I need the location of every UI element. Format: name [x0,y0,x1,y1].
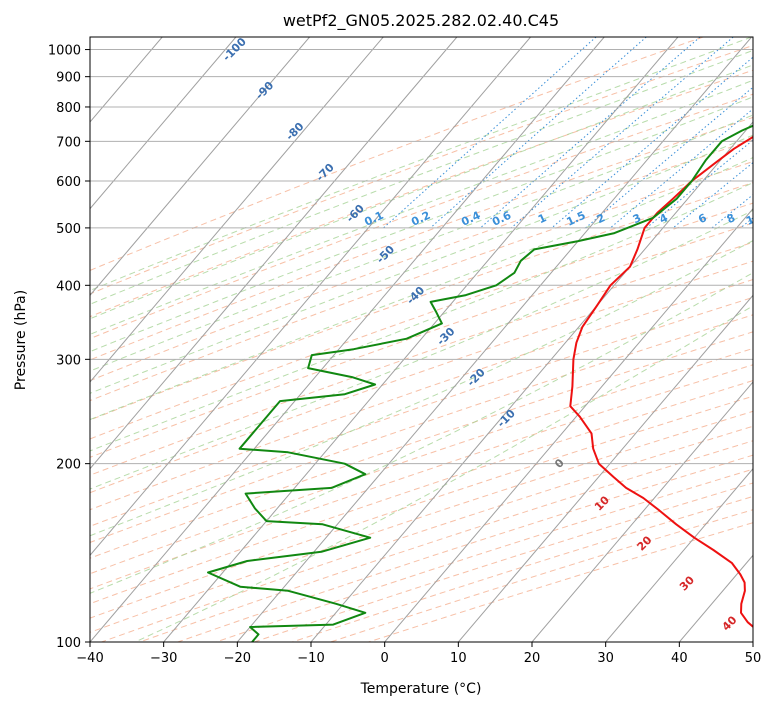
y-tick-label: 200 [56,458,81,473]
plot-frame [89,36,754,643]
x-tick-label: −20 [224,651,251,666]
y-axis-label: Pressure (hPa) [13,290,29,390]
isotherm-line [384,207,753,642]
y-tick-label: 1000 [48,44,81,59]
mixing-ratio-line [383,37,597,229]
dry-adiabat-line [90,182,753,421]
mixing-ratio-line [551,56,753,229]
dry-adiabat-line [90,202,753,440]
x-tick-label: 0 [381,651,389,666]
moist-adiabat-line [90,157,753,421]
y-tick-label: 500 [56,222,81,237]
moist-adiabat-line [90,134,753,394]
y-tick-label: 900 [56,71,81,86]
dry-adiabat-line [90,37,704,271]
isotherm-line [90,37,384,383]
skewed-isotherms [90,37,753,642]
moist-adiabat-line [90,37,752,292]
isotherm-line [310,121,753,642]
y-tick-label: 100 [56,636,81,651]
dry-adiabat-line [90,279,753,511]
dry-adiabat-line [90,260,753,494]
mixing-ratio-line [480,37,701,229]
dewpoint-profile-line [207,124,753,642]
y-axis: 100 200 300 400 500 600 700 800 900 1000 [48,44,90,651]
dry-adiabat-line [90,364,753,590]
mixing-ratio-label: 10 [744,209,764,227]
dry-adiabat-line [90,314,753,543]
mixing-ratio-line [510,37,734,229]
moist-adiabat-line [90,209,753,490]
pressure-gridlines [90,49,753,642]
moist-adiabat-line [90,49,753,305]
dry-adiabat-line [90,395,753,619]
x-tick-label: −10 [297,651,324,666]
x-axis-label: Temperature (°C) [360,681,482,697]
x-axis: −40 −30 −20 −10 0 10 20 30 40 50 [76,642,761,666]
x-tick-label: 30 [597,651,614,666]
chart-title: wetPf2_GN05.2025.282.02.40.C45 [283,11,559,31]
dry-adiabat-line [90,347,753,575]
temperature-profile-line [569,135,753,628]
x-tick-label: 40 [671,651,688,666]
y-tick-label: 400 [56,279,81,294]
isotherm-line [90,37,605,642]
isotherm-line [163,37,679,642]
isotherm-line [90,37,531,557]
x-tick-label: 50 [745,651,762,666]
x-tick-label: 20 [524,651,541,666]
dry-adiabat-line [90,160,753,402]
dry-adiabat-line [90,139,753,382]
isotherm-line [605,467,753,642]
y-tick-label: 700 [56,135,81,150]
x-tick-label: −40 [76,651,103,666]
y-tick-label: 300 [56,353,81,368]
x-tick-label: 10 [450,651,467,666]
isotherm-line [90,37,458,470]
mixing-ratio-lines [383,37,753,229]
profile-series [207,124,753,642]
y-tick-label: 600 [56,175,81,190]
isotherm-line [90,37,310,297]
dry-adiabat-line [90,222,753,458]
x-tick-label: −30 [150,651,177,666]
isotherm-line [457,294,753,642]
dry-adiabat-line [90,116,753,361]
y-tick-label: 800 [56,101,81,116]
isotherm-line [90,37,237,210]
moist-adiabat-line [90,96,753,353]
moist-adiabats [90,37,753,642]
moist-adiabat-line [90,79,753,335]
isotherm-line [531,381,753,642]
moist-adiabat-line [90,272,753,594]
isotherm-line [236,37,752,642]
mixing-ratio-line [646,139,753,229]
